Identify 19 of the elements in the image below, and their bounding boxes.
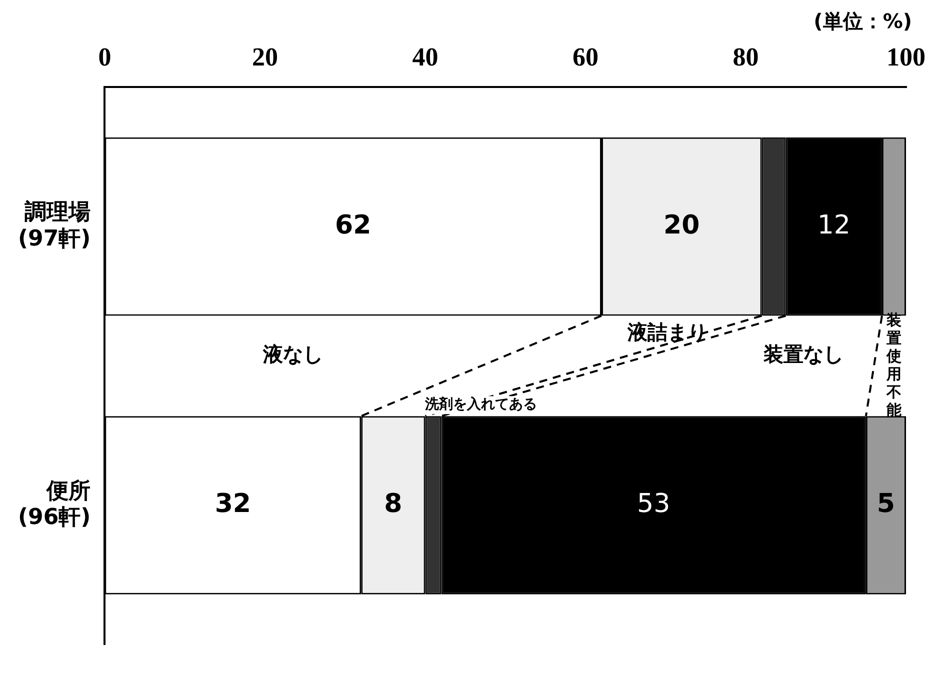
series-label: 液なし	[262, 342, 324, 366]
x-tick-label: 60	[572, 42, 598, 72]
y-tick-label: 調理場 (97軒)	[18, 199, 91, 252]
data-label: 8	[384, 489, 402, 519]
y-tick-label: 便所 (96軒)	[18, 478, 91, 530]
x-tick-label: 80	[732, 42, 759, 72]
x-tick-label: 100	[886, 42, 926, 72]
series-label: 装置なし	[762, 342, 844, 366]
data-label: 20	[664, 210, 700, 240]
data-label: 62	[335, 210, 372, 240]
data-label: 12	[817, 210, 850, 240]
data-label: 5	[876, 489, 896, 519]
series-label: 洗剤を入れてある	[424, 396, 538, 413]
x-tick-label: 0	[98, 42, 112, 72]
text: (単位：%)	[814, 8, 912, 35]
data-label: 53	[637, 489, 670, 519]
x-tick-label: 20	[252, 42, 278, 72]
x-tick-label: 40	[412, 42, 438, 72]
data-label: 32	[214, 489, 252, 519]
